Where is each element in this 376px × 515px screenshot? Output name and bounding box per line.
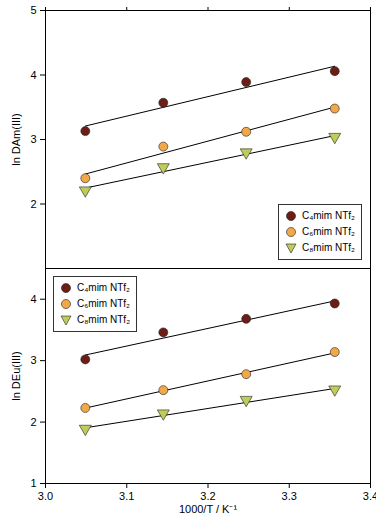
html-text:C₆mim NTf₂: C₆mim NTf₂ — [77, 298, 130, 309]
svg-text:4: 4 — [30, 293, 36, 305]
svg-text:ln DEu(III): ln DEu(III) — [10, 351, 22, 401]
html-text:C₈mim NTf₂: C₈mim NTf₂ — [302, 242, 355, 253]
svg-text:3.4: 3.4 — [363, 490, 376, 502]
svg-text:2: 2 — [30, 198, 36, 210]
html-text:C₄mim NTf₂: C₄mim NTf₂ — [302, 210, 355, 221]
svg-text:2: 2 — [30, 416, 36, 428]
svg-text:4: 4 — [30, 69, 36, 81]
html-text:C₈mim NTf₂: C₈mim NTf₂ — [77, 314, 130, 325]
svg-text:3.2: 3.2 — [200, 490, 215, 502]
svg-text:3.0: 3.0 — [38, 490, 53, 502]
svg-text:5: 5 — [30, 4, 36, 16]
svg-text:3.3: 3.3 — [282, 490, 297, 502]
html-text:C₆mim NTf₂: C₆mim NTf₂ — [302, 226, 355, 237]
svg-text:3.1: 3.1 — [119, 490, 134, 502]
svg-text:3: 3 — [30, 354, 36, 366]
svg-text:1000/T / K⁻¹: 1000/T / K⁻¹ — [179, 503, 238, 515]
html-text:C₄mim NTf₂: C₄mim NTf₂ — [77, 282, 130, 293]
svg-text:ln DAm(III): ln DAm(III) — [10, 113, 22, 166]
svg-text:3: 3 — [30, 133, 36, 145]
svg-text:1: 1 — [30, 477, 36, 489]
